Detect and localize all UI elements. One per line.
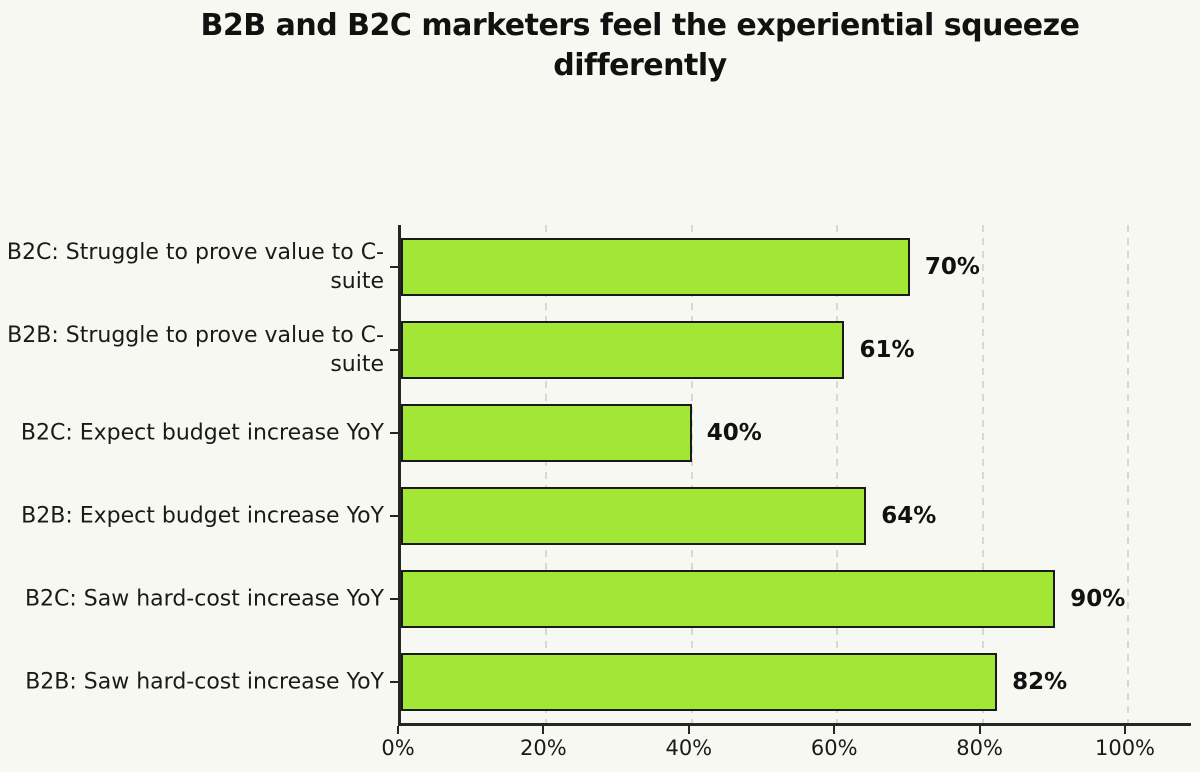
bar — [401, 237, 910, 296]
category-label: B2B: Expect budget increase YoY — [21, 502, 384, 528]
x-axis-tick-mark — [1124, 726, 1126, 734]
y-axis-category-labels: B2C: Struggle to prove value to C-suite B… — [0, 225, 384, 723]
x-axis-tick-label: 0% — [381, 736, 415, 760]
gridline — [1127, 225, 1129, 723]
gridline — [836, 225, 839, 723]
bar — [401, 486, 867, 545]
category-label: B2C: Struggle to prove value to C-suite — [6, 239, 384, 294]
bar-value-label: 70% — [924, 253, 980, 280]
x-axis-tick-label: 100% — [1094, 736, 1156, 760]
bar — [401, 652, 998, 711]
x-axis-tick-label: 60% — [810, 736, 858, 760]
x-axis-tick-mark — [978, 726, 981, 734]
y-axis-tick-mark — [390, 265, 398, 268]
chart-title: B2B and B2C marketers feel the experient… — [200, 8, 1080, 83]
x-axis-tick-label: 80% — [956, 736, 1003, 760]
category-label: B2C: Saw hard-cost increase YoY — [24, 585, 384, 611]
bar-value-label: 90% — [1070, 585, 1126, 612]
bar-value-label: 40% — [706, 419, 762, 446]
bar — [401, 320, 845, 379]
x-axis-tick-label: 40% — [665, 736, 713, 760]
plot-area: 70% 61% 40% 64% 90% 82% — [390, 225, 1191, 726]
bar-value-label: 64% — [881, 502, 937, 529]
category-label: B2C: Expect budget increase YoY — [20, 419, 384, 445]
gridline — [545, 225, 548, 723]
x-axis-tick-mark — [833, 726, 836, 734]
gridline — [690, 225, 693, 723]
category-label: B2B: Struggle to prove value to C-suite — [7, 322, 384, 377]
y-axis-tick-mark — [390, 680, 398, 683]
y-axis-tick-mark — [390, 514, 398, 517]
bar-value-label: 82% — [1012, 668, 1068, 695]
bar — [401, 569, 1056, 628]
x-axis-tick-mark — [397, 726, 399, 734]
category-label: B2B: Saw hard-cost increase YoY — [25, 668, 384, 694]
x-axis-tick-mark — [687, 726, 690, 734]
y-axis-tick-mark — [390, 597, 398, 600]
y-axis-tick-mark — [390, 431, 398, 434]
y-axis-tick-mark — [390, 348, 398, 351]
gridline — [981, 225, 984, 723]
bar-value-label: 61% — [859, 336, 915, 363]
x-axis-tick-label: 20% — [520, 736, 567, 760]
bar — [401, 403, 692, 462]
x-axis-tick-mark — [542, 726, 545, 734]
x-axis: 0% 20% 40% 60% 80% 100% — [381, 726, 1188, 772]
